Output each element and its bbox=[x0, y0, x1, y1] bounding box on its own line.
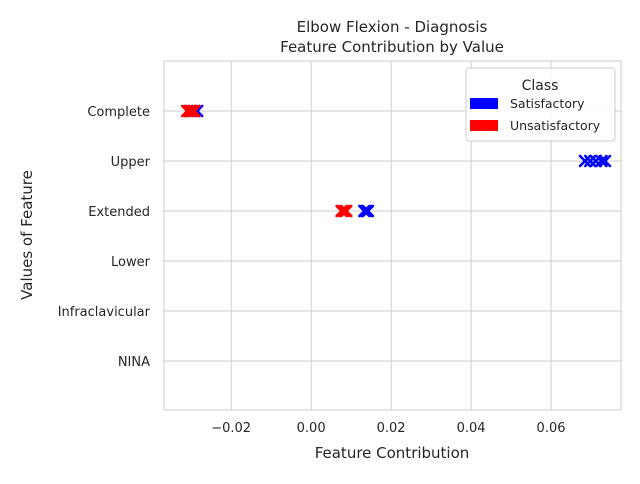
chart-title-line1: Elbow Flexion - Diagnosis bbox=[297, 18, 488, 36]
y-tick-label: Extended bbox=[88, 205, 150, 220]
data-point-unsatisfactory bbox=[183, 104, 196, 118]
legend-swatch-unsatisfactory bbox=[470, 120, 498, 131]
x-tick-label: 0.06 bbox=[537, 421, 566, 436]
data-point-satisfactory bbox=[598, 154, 612, 168]
x-tick-labels: −0.02 0.00 0.02 0.04 0.06 bbox=[211, 421, 565, 436]
data-point-unsatisfactory bbox=[185, 104, 199, 118]
data-point-satisfactory bbox=[358, 204, 371, 218]
y-tick-label: NINA bbox=[118, 355, 150, 370]
x-axis-label: Feature Contribution bbox=[315, 444, 470, 462]
data-point-satisfactory bbox=[361, 204, 375, 218]
chart-title-line2: Feature Contribution by Value bbox=[280, 38, 504, 56]
legend-swatch-satisfactory bbox=[470, 98, 498, 109]
x-tick-label: −0.02 bbox=[211, 421, 251, 436]
legend: Class Satisfactory Unsatisfactory bbox=[465, 67, 616, 142]
y-tick-label: Infraclavicular bbox=[58, 305, 151, 320]
data-point-satisfactory bbox=[595, 154, 608, 168]
legend-title: Class bbox=[522, 78, 559, 94]
y-tick-label: Complete bbox=[87, 105, 150, 120]
grid-lines bbox=[164, 61, 621, 410]
data-point-unsatisfactory bbox=[340, 204, 353, 218]
data-point-unsatisfactory bbox=[337, 204, 351, 218]
legend-label-unsatisfactory: Unsatisfactory bbox=[510, 118, 601, 133]
y-axis-label: Values of Feature bbox=[18, 170, 36, 300]
y-tick-label: Upper bbox=[111, 155, 151, 170]
y-tick-labels: Complete Upper Extended Lower Infraclavicula… bbox=[58, 105, 151, 370]
legend-label-satisfactory: Satisfactory bbox=[510, 96, 585, 111]
x-tick-label: 0.02 bbox=[377, 421, 406, 436]
legend-box bbox=[465, 67, 616, 142]
data-point-unsatisfactory bbox=[335, 204, 348, 218]
y-tick-label: Lower bbox=[111, 255, 151, 270]
data-markers bbox=[180, 104, 612, 218]
data-point-unsatisfactory bbox=[188, 104, 201, 118]
x-tick-label: 0.00 bbox=[297, 421, 326, 436]
x-tick-label: 0.04 bbox=[457, 421, 486, 436]
